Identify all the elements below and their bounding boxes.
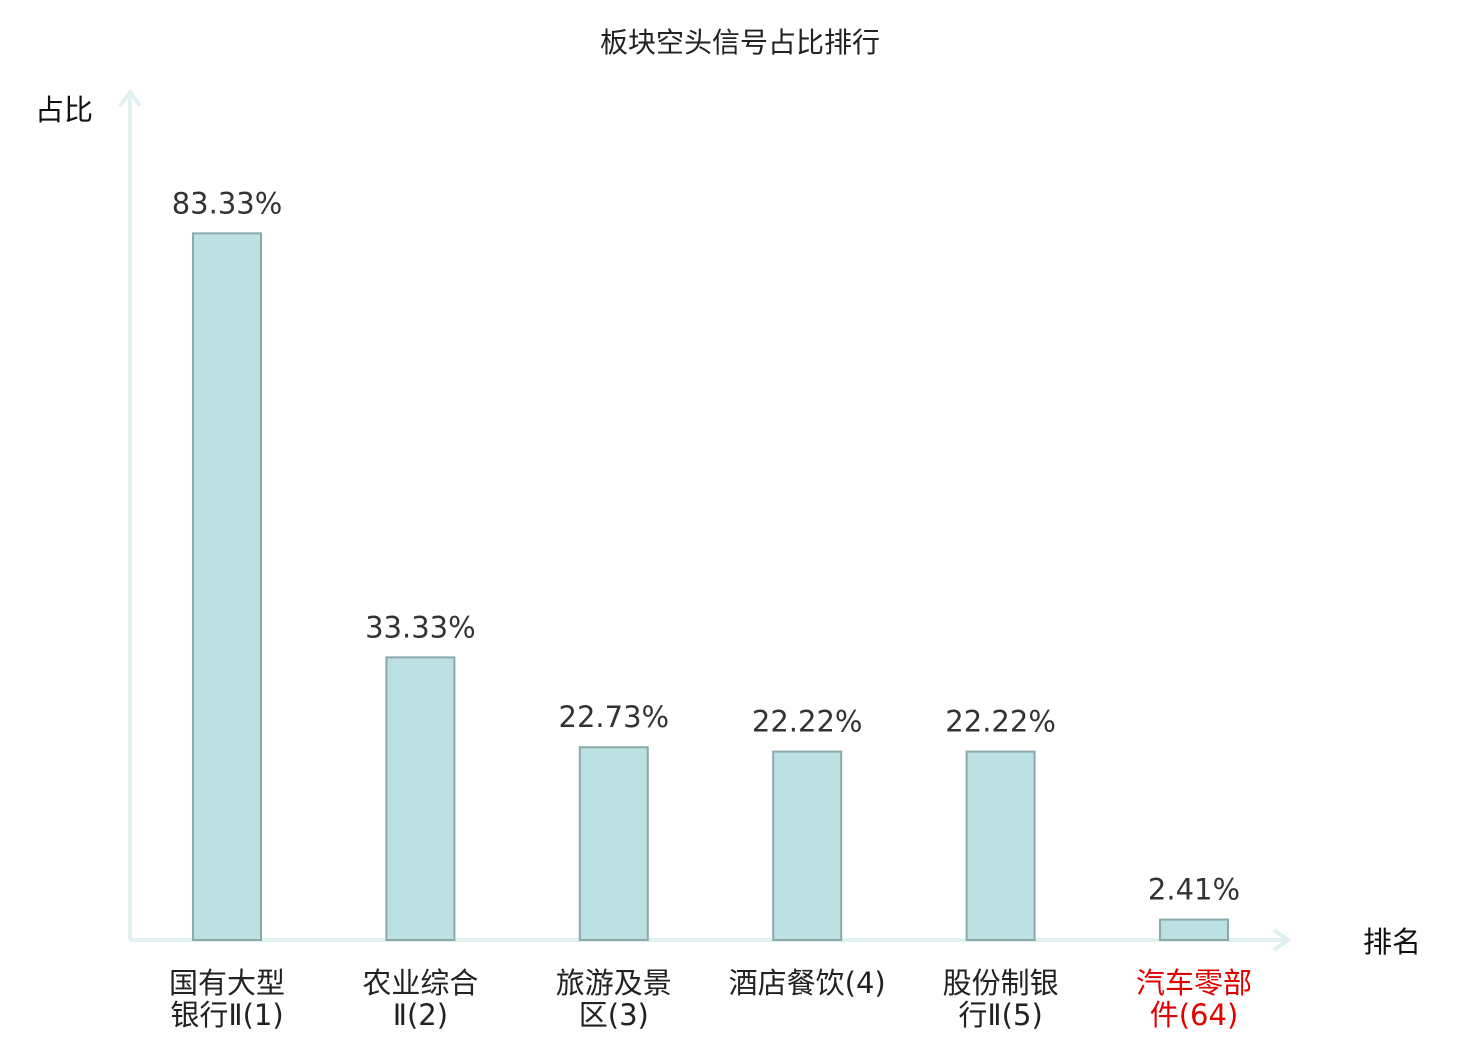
x-tick-label: 银行Ⅱ(1) — [170, 998, 283, 1032]
bar — [385, 656, 456, 941]
x-tick-label: 旅游及景 — [556, 966, 672, 1000]
axes — [118, 88, 1292, 952]
bar — [192, 232, 262, 942]
y-axis-label: 占比 — [35, 93, 93, 127]
data-label: 2.41% — [1148, 873, 1240, 907]
y-axis-arrow-icon — [118, 88, 142, 108]
x-tick-label: 汽车零部 — [1136, 966, 1252, 1000]
x-axis-arrow-icon — [1272, 928, 1292, 952]
bar — [1159, 918, 1229, 941]
data-label: 22.73% — [559, 700, 670, 734]
data-label: 22.22% — [945, 705, 1056, 739]
data-label: 22.22% — [752, 705, 863, 739]
x-tick-label: 股份制银 — [943, 966, 1059, 1000]
x-tick-label: 区(3) — [579, 998, 649, 1032]
x-tick-label: 农业综合 — [362, 966, 478, 1000]
x-tick-label: 国有大型 — [169, 966, 285, 1000]
data-label: 33.33% — [365, 610, 476, 644]
bar — [772, 750, 843, 941]
x-axis-label: 排名 — [1363, 925, 1421, 959]
data-label: 83.33% — [172, 186, 283, 220]
x-tick-label: 行Ⅱ(5) — [958, 998, 1042, 1032]
x-tick-label: 酒店餐饮(4) — [729, 966, 886, 1000]
bar — [965, 750, 1036, 941]
bar — [578, 746, 649, 941]
x-tick-label: 件(64) — [1150, 998, 1239, 1032]
bars-group — [192, 232, 1229, 942]
x-tick-label: Ⅱ(2) — [393, 998, 448, 1032]
chart-title: 板块空头信号占比排行 — [600, 26, 880, 59]
